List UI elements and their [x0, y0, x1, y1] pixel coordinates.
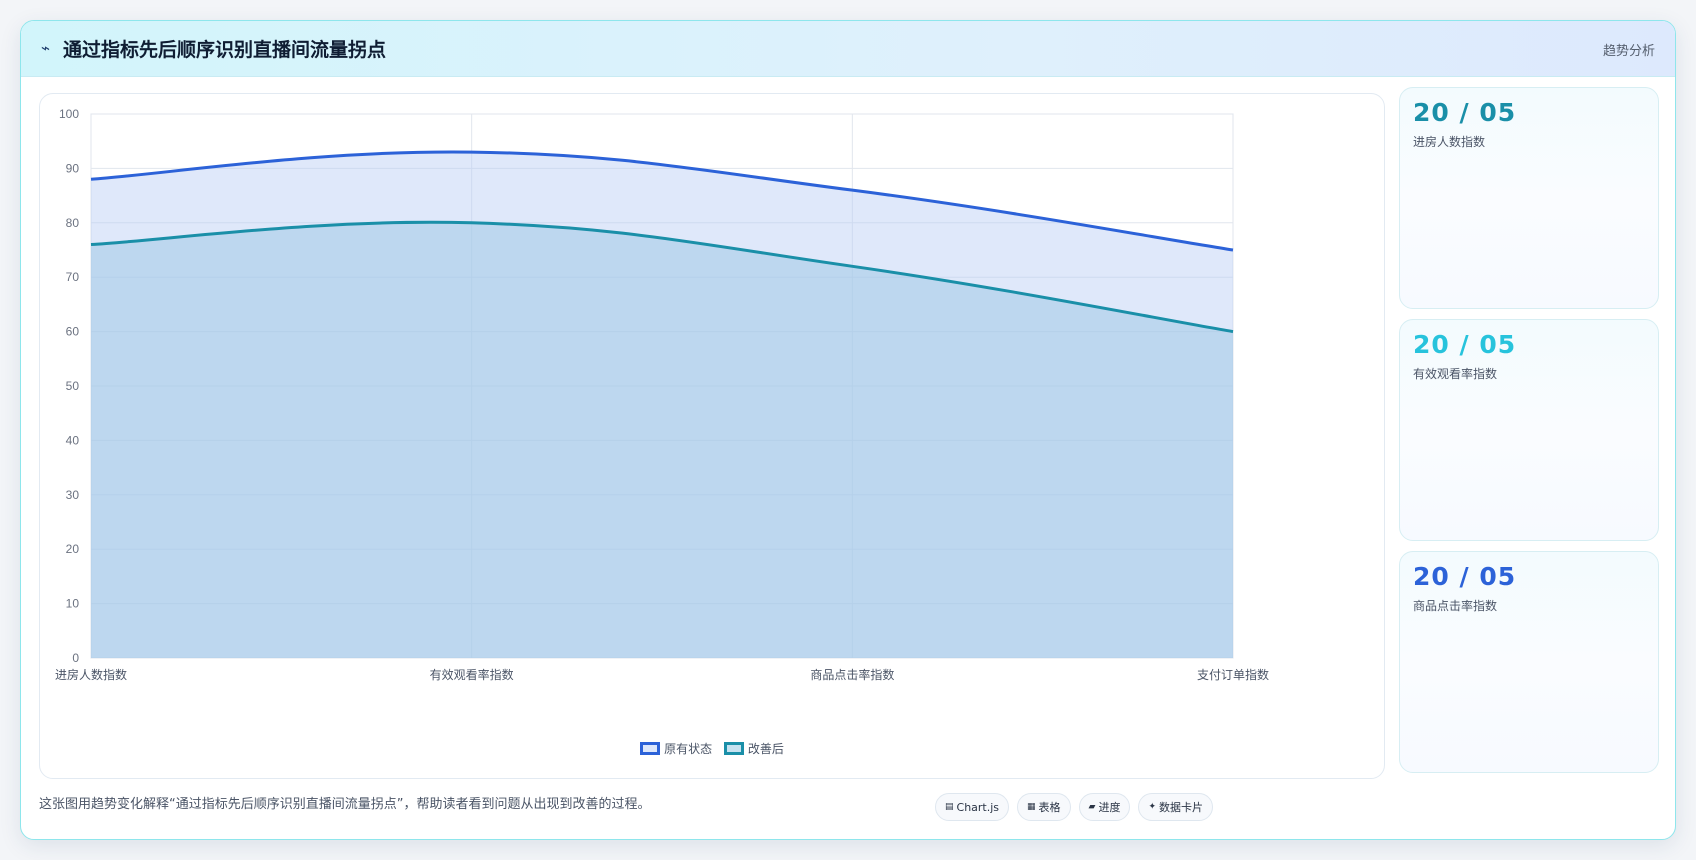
y-tick-label: 100 [59, 107, 79, 121]
y-tick-label: 0 [72, 651, 79, 665]
y-tick-label: 40 [66, 433, 80, 447]
y-tick-label: 50 [66, 379, 80, 393]
legend-label-original: 原有状态 [664, 742, 713, 756]
card-header: ⌁ 通过指标先后顺序识别直播间流量拐点 趋势分析 [21, 21, 1675, 77]
y-tick-label: 20 [66, 542, 80, 556]
sparkle-icon: ✦ [1148, 802, 1157, 812]
x-tick-label: 有效观看率指数 [430, 667, 514, 682]
chip-table[interactable]: ▦ 表格 [1017, 793, 1071, 821]
y-tick-label: 80 [66, 216, 80, 230]
chip-label: Chart.js [956, 800, 1000, 814]
chart-icon: ▤ [945, 802, 954, 812]
y-tick-label: 60 [66, 325, 80, 339]
legend-item-original[interactable]: 原有状态 [640, 740, 712, 757]
stat-label: 有效观看率指数 [1413, 367, 1498, 381]
stat-card-click-rate: 20 / 05 商品点击率指数 [1399, 551, 1659, 773]
tech-chips: ▤ Chart.js ▦ 表格 ▰ 进度 ✦ 数据卡片 [935, 793, 1214, 821]
legend-swatch-improved [723, 742, 744, 755]
chart-card: ⌁ 通过指标先后顺序识别直播间流量拐点 趋势分析 0 10 20 30 40 50 60 70… [20, 20, 1676, 840]
series-line-1 [90, 220, 1234, 334]
chart-panel: 0 10 20 30 40 50 60 70 80 90 100 进房人数指数 有效观看率指数 商品点击率… [39, 93, 1385, 779]
chart-caption: 这张图用趋势变化解释“通过指标先后顺序识别直播间流量拐点”，帮助读者看到问题从出… [39, 797, 651, 812]
page-title: 通过指标先后顺序识别直播间流量拐点 [63, 39, 387, 61]
y-tick-label: 10 [66, 597, 80, 611]
stat-label: 商品点击率指数 [1413, 599, 1498, 613]
stat-card-view-rate: 20 / 05 有效观看率指数 [1399, 319, 1659, 541]
legend-swatch-original [640, 742, 661, 755]
chip-label: 表格 [1038, 801, 1061, 814]
table-icon: ▦ [1027, 802, 1036, 812]
chip-label: 进度 [1098, 801, 1121, 814]
x-tick-label: 进房人数指数 [55, 667, 127, 682]
chip-progress[interactable]: ▰ 进度 [1078, 793, 1131, 821]
area-chart: 0 10 20 30 40 50 60 70 80 90 100 进房人数指数 有效观看率指数 商品点击率… [55, 107, 1269, 682]
chart-legend: 原有状态 改善后 [40, 740, 1384, 758]
stat-label: 进房人数指数 [1413, 135, 1486, 149]
stat-card-entry: 20 / 05 进房人数指数 [1399, 87, 1659, 309]
progress-icon: ▰ [1088, 802, 1096, 812]
x-tick-label: 支付订单指数 [1197, 667, 1269, 682]
stat-value: 20 / 05 [1413, 330, 1517, 359]
chip-data-card[interactable]: ✦ 数据卡片 [1138, 793, 1214, 821]
y-tick-label: 30 [66, 488, 80, 502]
chip-chartjs[interactable]: ▤ Chart.js [935, 793, 1010, 821]
y-tick-label: 90 [66, 161, 80, 175]
series-area-1 [91, 222, 1233, 658]
stat-value: 20 / 05 [1413, 562, 1517, 591]
x-tick-label: 商品点击率指数 [810, 667, 894, 682]
legend-item-improved[interactable]: 改善后 [723, 740, 784, 757]
chip-label: 数据卡片 [1159, 801, 1204, 814]
y-tick-label: 70 [66, 270, 80, 284]
legend-label-improved: 改善后 [747, 742, 784, 756]
series-line-0 [90, 150, 1234, 252]
stat-value: 20 / 05 [1413, 98, 1517, 127]
trend-analysis-tag: 趋势分析 [1602, 44, 1655, 59]
pulse-icon: ⌁ [41, 39, 51, 57]
